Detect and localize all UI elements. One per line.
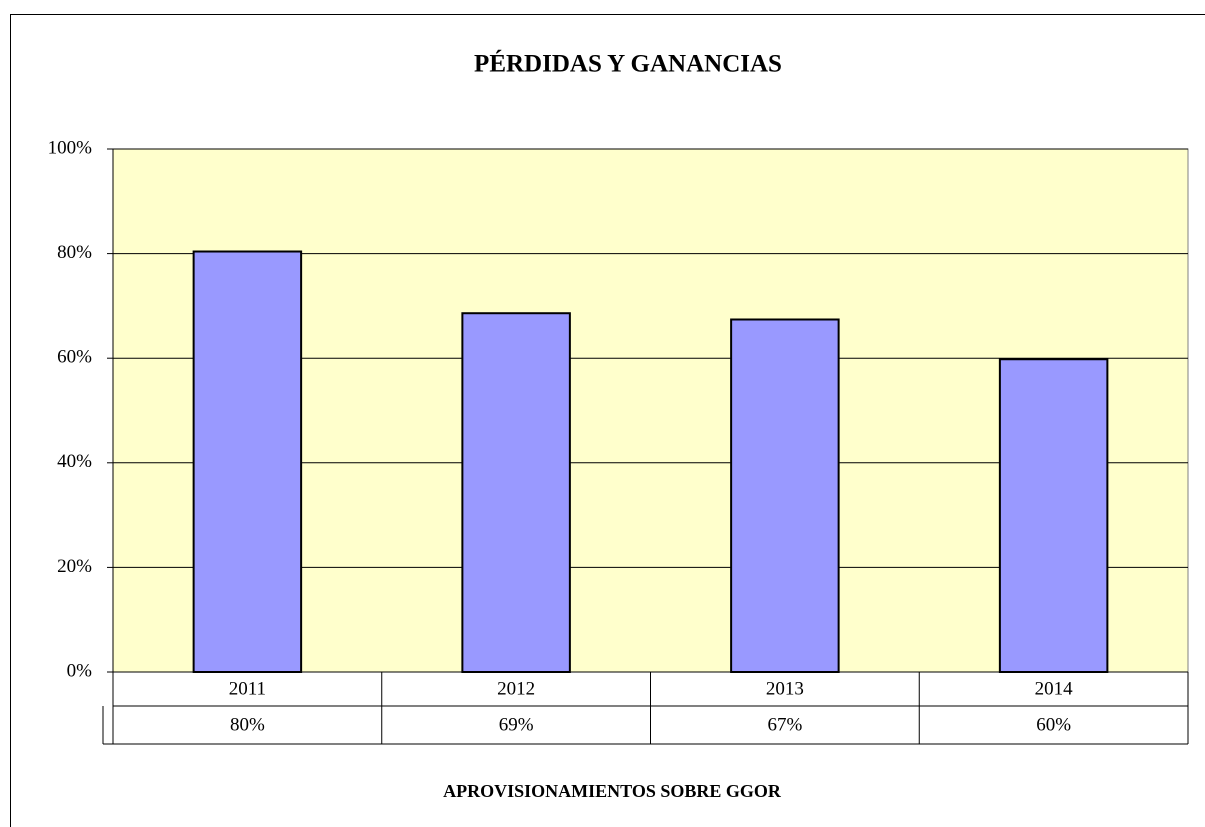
bar [461, 312, 571, 673]
y-tick-label: 60% [57, 347, 92, 368]
y-tick-label: 100% [48, 137, 93, 158]
y-tick-label: 0% [67, 660, 93, 681]
x-axis-label: APROVISIONAMIENTOS SOBRE GGOR [443, 781, 782, 801]
x-tick-label: 2014 [1035, 678, 1074, 699]
bar [998, 358, 1109, 673]
bar [730, 318, 840, 673]
y-tick-label: 40% [57, 451, 92, 472]
data-label: 60% [1036, 714, 1071, 735]
x-tick-label: 2013 [766, 678, 804, 699]
x-tick-label: 2011 [229, 678, 266, 699]
data-label: 69% [499, 714, 534, 735]
bar [192, 250, 303, 673]
chart-title: PÉRDIDAS Y GANANCIAS [474, 50, 782, 78]
y-tick-label: 20% [57, 556, 92, 577]
y-tick-label: 80% [57, 242, 92, 263]
x-tick-label: 2012 [497, 678, 535, 699]
data-label: 67% [767, 714, 802, 735]
data-label: 80% [230, 714, 265, 735]
